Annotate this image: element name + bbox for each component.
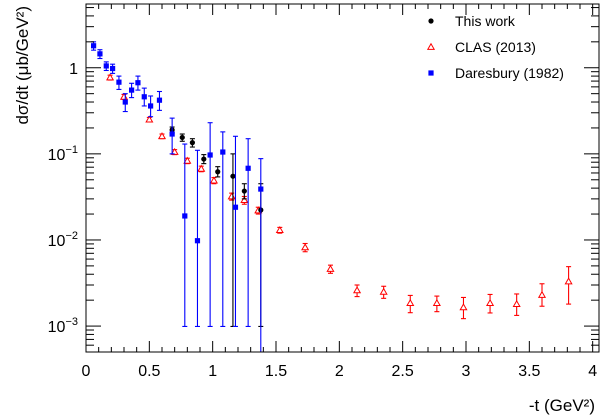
x-tick-label: 1 [208, 363, 217, 380]
data-point [537, 290, 547, 298]
x-tick-label: 0 [82, 363, 91, 380]
data-point [220, 149, 226, 155]
data-point [179, 134, 185, 141]
data-point [106, 73, 115, 81]
plot-frame [85, 3, 600, 353]
y-tick-base: 10 [48, 233, 66, 250]
y-tick-exponent: −1 [65, 144, 78, 156]
y-tick-label: 10−1 [48, 144, 78, 164]
legend: This work CLAS (2013) Daresbury (1982) [426, 13, 564, 81]
series-daresbury-1982 [91, 41, 264, 352]
x-tick-label: 0.5 [138, 363, 160, 380]
data-point [156, 97, 163, 103]
data-point [240, 195, 249, 204]
data-point [512, 299, 521, 307]
x-tick-label: 2 [335, 363, 344, 380]
y-tick-base: 10 [48, 147, 66, 164]
data-point [215, 169, 221, 175]
x-tick-label: 3.5 [518, 363, 540, 380]
x-tick-label: 1.5 [265, 363, 287, 380]
data-point [110, 65, 116, 72]
data-point [245, 165, 251, 171]
data-point [230, 173, 236, 179]
series-clas-2013 [106, 73, 573, 320]
x-tick-label: 3 [462, 363, 471, 380]
y-tick-exponent: −2 [65, 230, 78, 242]
data-point [353, 286, 362, 294]
y-tick-label: 10−3 [48, 316, 78, 336]
y-tick-label: 1 [69, 61, 78, 78]
data-point [145, 115, 154, 123]
legend-marker [428, 70, 434, 76]
legend-marker [426, 42, 436, 50]
data-point [209, 176, 218, 184]
legend-marker [428, 18, 434, 24]
y-tick-base: 1 [69, 61, 78, 78]
data-point [197, 164, 206, 172]
y-tick-base: 10 [48, 319, 66, 336]
y-axis-label: dσ/dt (μb/GeV²) [13, 6, 32, 125]
data-point [232, 204, 239, 210]
data-point [207, 152, 213, 158]
data-point [241, 188, 247, 194]
data-point [97, 51, 103, 57]
data-point [258, 186, 264, 192]
data-point [182, 213, 188, 219]
data-point [169, 131, 175, 137]
data-point [379, 287, 388, 295]
legend-label: Daresbury (1982) [455, 65, 564, 81]
data-point [486, 298, 495, 306]
data-point [564, 277, 573, 285]
y-tick-label: 10−2 [48, 230, 78, 250]
data-point [129, 87, 135, 93]
data-point [148, 103, 154, 109]
data-point [141, 94, 147, 100]
plot-data-layer [91, 41, 573, 352]
legend-label: This work [455, 13, 516, 29]
data-point [116, 79, 122, 85]
data-point [91, 43, 97, 49]
data-point [157, 132, 167, 140]
data-point [275, 225, 284, 234]
data-point [122, 99, 128, 105]
x-tick-label: 4 [588, 363, 597, 380]
data-point [194, 238, 201, 244]
data-point [326, 264, 335, 272]
data-point [432, 298, 441, 306]
data-point [189, 140, 195, 146]
legend-label: CLAS (2013) [455, 39, 536, 55]
y-tick-exponent: −3 [65, 316, 78, 328]
data-point [459, 303, 468, 311]
data-point [201, 156, 207, 162]
data-point [170, 147, 179, 155]
data-point [183, 156, 192, 164]
data-point [103, 63, 109, 69]
data-point [406, 298, 415, 306]
x-axis-label: -t (GeV²) [529, 396, 595, 415]
data-point [301, 243, 310, 251]
x-tick-label: 2.5 [392, 363, 414, 380]
data-point [135, 80, 141, 86]
